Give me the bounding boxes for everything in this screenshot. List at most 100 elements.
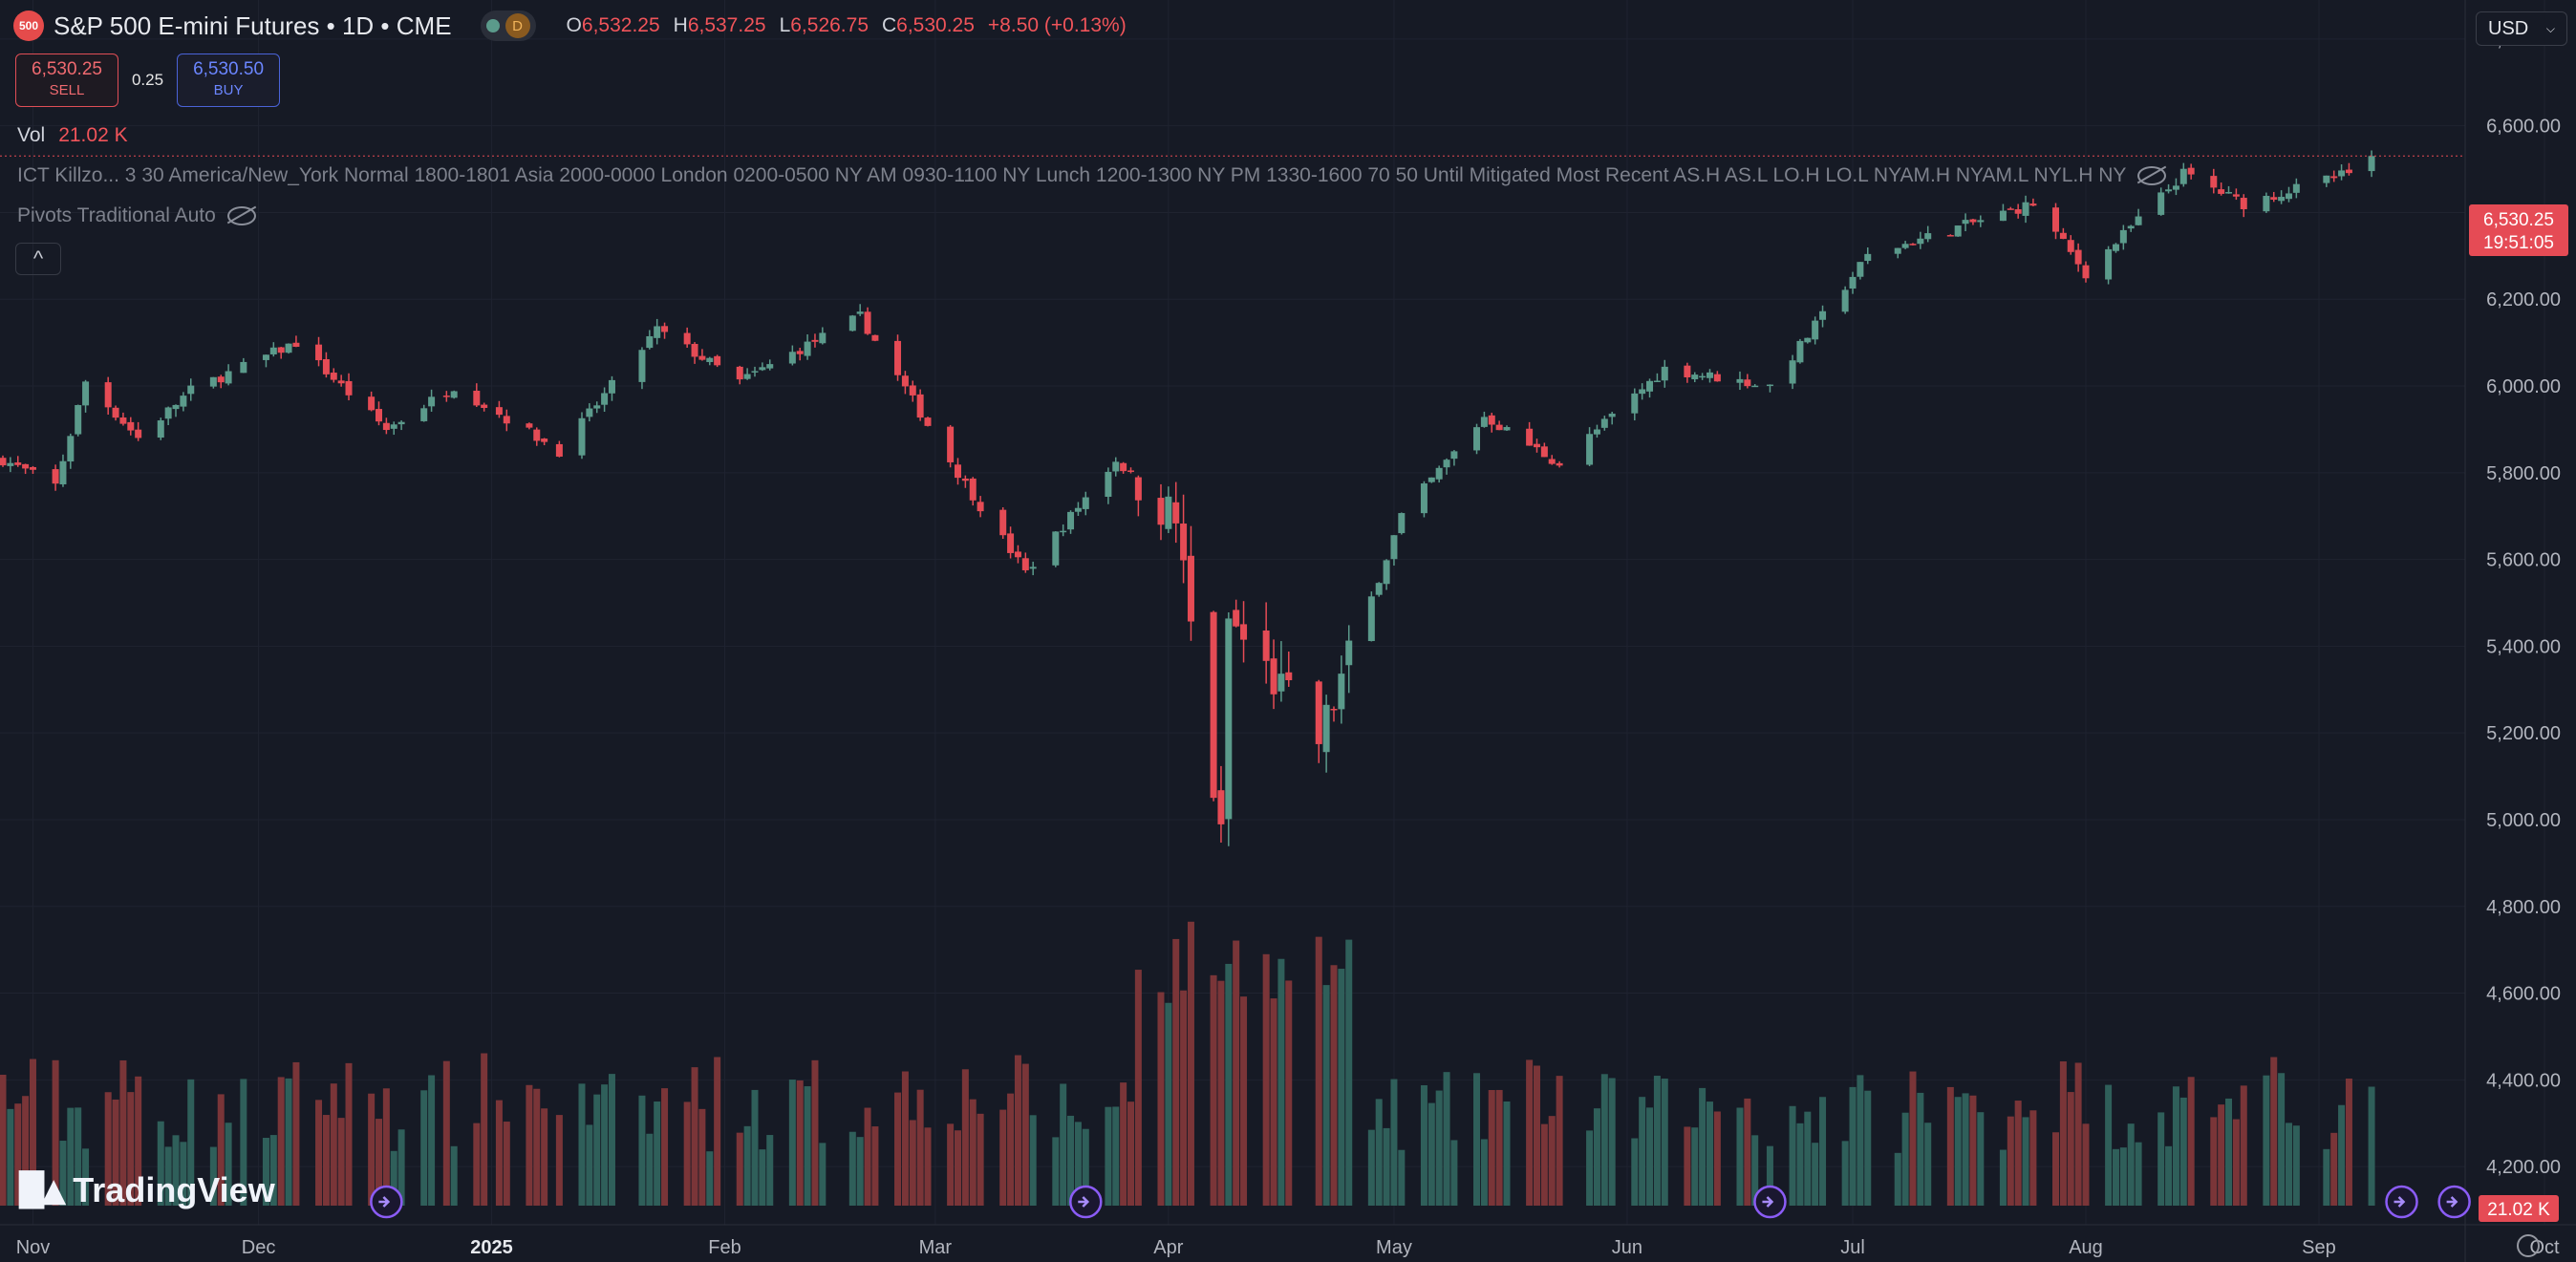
hidden-eye-icon[interactable]	[226, 206, 256, 226]
candle-body	[1646, 380, 1654, 392]
candle-body	[330, 373, 337, 380]
candle-body	[2022, 202, 2029, 216]
buy-button[interactable]: 6,530.50 BUY	[177, 53, 281, 107]
volume-bar	[1699, 1087, 1707, 1206]
candle-body	[1157, 498, 1165, 525]
volume-bar	[961, 1069, 969, 1206]
candle-body	[135, 429, 142, 438]
volume-bar	[766, 1135, 774, 1206]
volume-bar	[2232, 1119, 2240, 1206]
volume-bar	[1684, 1126, 1691, 1206]
candle-body	[450, 391, 458, 398]
volume-bar	[1977, 1112, 1985, 1206]
volume-bar	[804, 1086, 811, 1206]
candle-body	[382, 422, 390, 431]
volume-bar	[1999, 1149, 2007, 1206]
candle-body	[1029, 567, 1037, 569]
volume-bar	[2368, 1086, 2375, 1206]
volume-bar	[2345, 1079, 2352, 1206]
candle-body	[1014, 551, 1021, 558]
candle-body	[1969, 219, 1977, 223]
volume-bar	[1736, 1107, 1744, 1206]
volume-bar	[2292, 1125, 2300, 1206]
volume-bar	[104, 1092, 112, 1206]
volume-bar	[2165, 1145, 2173, 1206]
candle-body	[1443, 460, 1450, 468]
volume-bar	[924, 1127, 932, 1206]
candle-body	[864, 311, 871, 334]
volume-bar	[2270, 1057, 2278, 1206]
volume-bar	[751, 1089, 759, 1206]
hidden-eye-icon[interactable]	[2137, 166, 2167, 186]
killzones-indicator-legend[interactable]: ICT Killzo... 3 30 America/New_York Norm…	[17, 164, 2167, 187]
x-tick-label: Feb	[708, 1237, 741, 1258]
volume-bar	[1112, 1106, 1120, 1206]
volume-bar	[1127, 1102, 1134, 1206]
candle-body	[1187, 555, 1194, 622]
y-tick-label: 5,400.00	[2486, 636, 2561, 657]
candle-body	[999, 509, 1007, 536]
candle-body	[1450, 451, 1458, 460]
volume-bar	[2112, 1148, 2119, 1206]
candle-body	[1315, 681, 1322, 744]
volume-bar	[1277, 958, 1285, 1206]
candle-body	[2029, 203, 2037, 206]
candle-body	[2119, 229, 2127, 244]
candle-body	[473, 390, 481, 406]
volume-bar	[1691, 1127, 1699, 1206]
volume-bar	[82, 1148, 90, 1206]
candle-body	[1901, 244, 1909, 248]
pivots-indicator-legend[interactable]: Pivots Traditional Auto	[17, 204, 256, 227]
candle-body	[217, 376, 225, 383]
volume-bar	[1526, 1059, 1534, 1206]
candle-body	[2218, 189, 2225, 194]
volume-bar	[75, 1107, 82, 1206]
tradingview-logo[interactable]: █▲ TradingView	[19, 1170, 275, 1209]
candle-body	[578, 417, 586, 456]
symbol-logo[interactable]: 500	[13, 11, 44, 41]
volume-bar	[736, 1132, 743, 1206]
candle-body	[1270, 658, 1277, 695]
candle-body	[1233, 610, 1240, 627]
candle-body	[1819, 310, 1827, 320]
sell-button[interactable]: 6,530.25 SELL	[15, 53, 118, 107]
volume-bar	[1435, 1090, 1443, 1206]
volume-bar	[1495, 1089, 1503, 1206]
volume-bar	[59, 1141, 67, 1206]
volume-bar	[1954, 1097, 1962, 1206]
volume-bar	[1789, 1105, 1796, 1206]
y-tick-label: 4,600.00	[2486, 984, 2561, 1005]
volume-bar	[916, 1089, 924, 1206]
candle-body	[1052, 531, 1060, 566]
candle-body	[586, 408, 593, 417]
data-mode-toggle[interactable]: D	[480, 11, 536, 41]
candle-body	[1977, 220, 1985, 223]
candle-body	[2007, 208, 2014, 210]
volume-bar	[1593, 1108, 1600, 1206]
volume-bar	[1849, 1086, 1857, 1206]
collapse-legend-button[interactable]: ^	[15, 243, 61, 275]
volume-indicator-legend[interactable]: Vol 21.02 K	[17, 124, 128, 146]
volume-bar	[368, 1093, 376, 1206]
symbol-title[interactable]: S&P 500 E-mini Futures • 1D • CME	[54, 11, 452, 40]
candle-body	[164, 407, 172, 419]
ohlc-values: O6,532.25 H6,537.25 L6,526.75 C6,530.25 …	[566, 14, 1127, 36]
candle-body	[1060, 530, 1067, 533]
candle-body	[209, 376, 217, 387]
candle-body	[1127, 470, 1134, 472]
volume-bar	[1383, 1127, 1390, 1206]
candle-body	[1473, 427, 1481, 451]
candle-body	[1134, 477, 1142, 501]
candle-body	[894, 340, 902, 375]
chart-settings-icon[interactable]	[2517, 1234, 2540, 1257]
volume-bar	[856, 1137, 864, 1206]
candle-body	[262, 354, 269, 360]
volume-bar	[337, 1118, 345, 1206]
currency-select[interactable]: USD ⌵	[2476, 11, 2567, 46]
volume-bar	[608, 1074, 615, 1206]
volume-bar	[2135, 1142, 2142, 1206]
candle-body	[2165, 189, 2173, 192]
volume-bar	[67, 1107, 75, 1206]
volume-bar	[0, 1075, 7, 1206]
